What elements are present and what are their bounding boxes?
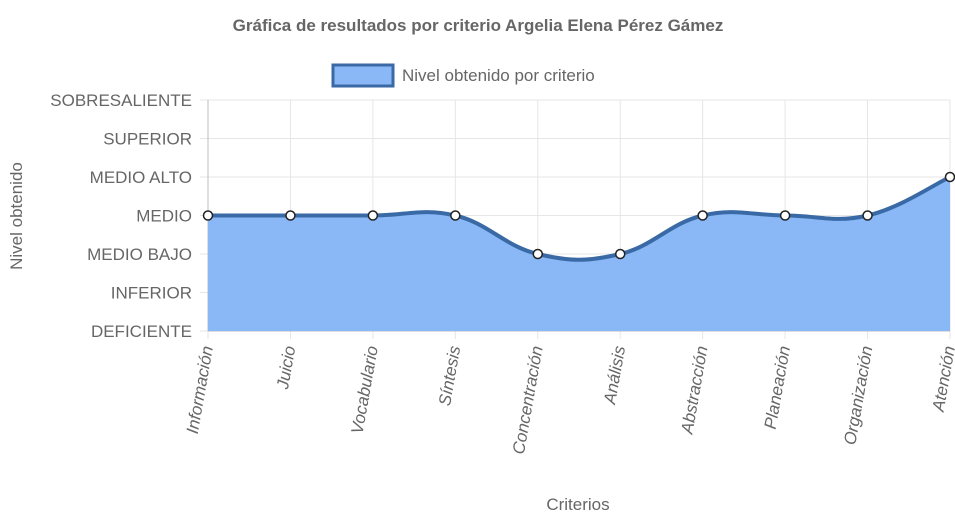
x-tick-label: Vocabulario [348, 344, 382, 435]
legend-label: Nivel obtenido por criterio [402, 66, 595, 85]
y-tick-label: SOBRESALIENTE [50, 91, 192, 110]
data-point[interactable] [285, 210, 296, 221]
x-tick-label: Síntesis [435, 344, 464, 407]
data-point[interactable] [202, 210, 214, 221]
data-point[interactable] [862, 210, 873, 221]
x-tick-label: Análisis [600, 344, 629, 406]
x-tick-label: Información [183, 344, 217, 435]
y-tick-label: MEDIO ALTO [90, 168, 192, 187]
y-tick-label: MEDIO [136, 207, 192, 226]
data-point[interactable] [944, 171, 955, 183]
x-tick-label: Atención [929, 344, 955, 413]
x-tick-label: Abstracción [677, 344, 711, 436]
y-tick-label: DEFICIENTE [91, 322, 192, 341]
chart-title: Gráfica de resultados por criterio Argel… [233, 16, 724, 35]
y-tick-label: SUPERIOR [103, 130, 192, 149]
series-line [208, 175, 951, 262]
legend-swatch [331, 63, 395, 88]
y-axis-title: Nivel obtenido [7, 162, 26, 270]
y-tick-label: INFERIOR [111, 284, 192, 303]
y-tick-label: MEDIO BAJO [87, 245, 192, 264]
series-area [208, 175, 951, 331]
y-axis-ticks: DEFICIENTE INFERIOR MEDIO BAJO MEDIO MEDIO A… [50, 91, 192, 341]
data-point[interactable] [532, 248, 544, 260]
legend[interactable]: Nivel obtenido por criterio [331, 63, 595, 88]
data-point[interactable] [450, 210, 461, 221]
x-axis-ticks: Información Juicio Vocabulario Síntesis Conc… [183, 344, 955, 456]
data-point[interactable] [779, 210, 791, 221]
x-tick-label: Planeación [761, 344, 794, 430]
data-points [202, 171, 955, 260]
x-tick-label: Juicio [273, 344, 299, 391]
x-axis-title: Criterios [546, 495, 609, 514]
data-point[interactable] [614, 248, 626, 260]
x-tick-label: Concentración [509, 344, 547, 455]
data-point[interactable] [697, 210, 708, 221]
data-point[interactable] [367, 210, 379, 221]
x-tick-label: Organización [840, 344, 876, 446]
